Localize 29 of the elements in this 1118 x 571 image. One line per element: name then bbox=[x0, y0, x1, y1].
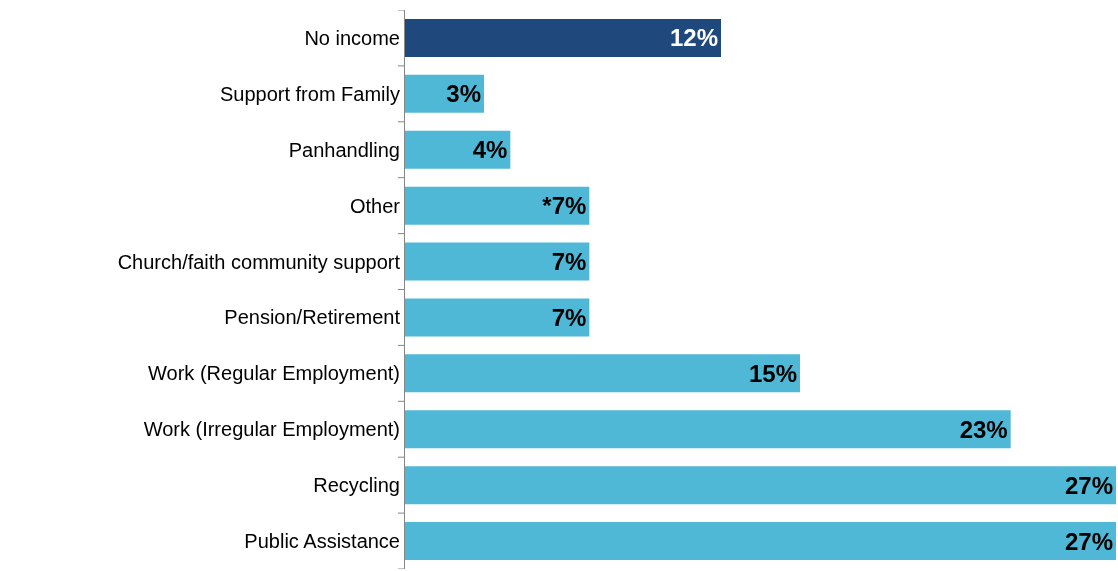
y-tick-label: Public Assistance bbox=[244, 530, 400, 553]
bar bbox=[405, 18, 721, 57]
y-tick-label: Recycling bbox=[313, 474, 400, 497]
bar bbox=[405, 242, 590, 281]
data-label: 7% bbox=[551, 248, 587, 276]
bar bbox=[405, 298, 590, 337]
data-label: 3% bbox=[446, 80, 481, 108]
y-tick-label: Church/faith community support bbox=[117, 250, 401, 273]
bar bbox=[405, 130, 511, 169]
data-label: 23% bbox=[959, 415, 1008, 443]
data-label: 15% bbox=[748, 359, 797, 387]
y-tick-label: No income bbox=[304, 26, 400, 49]
data-label: 27% bbox=[1064, 527, 1113, 555]
bar bbox=[405, 466, 1116, 505]
data-label: 12% bbox=[669, 24, 718, 52]
y-tick-label: Other bbox=[349, 194, 401, 217]
data-label: *7% bbox=[542, 192, 587, 220]
data-label: 27% bbox=[1064, 471, 1113, 499]
y-tick-label: Work (Irregular Employment) bbox=[143, 418, 400, 441]
data-label: 4% bbox=[472, 136, 508, 164]
bar bbox=[405, 522, 1116, 561]
bar bbox=[405, 410, 1011, 449]
bar bbox=[405, 186, 590, 225]
bar bbox=[405, 354, 800, 393]
y-tick-label: Work (Regular Employment) bbox=[148, 362, 400, 385]
y-tick-label: Panhandling bbox=[288, 138, 400, 161]
y-tick-label: Support from Family bbox=[219, 82, 400, 105]
y-tick-label: Pension/Retirement bbox=[224, 306, 401, 329]
data-label: 7% bbox=[551, 303, 587, 331]
